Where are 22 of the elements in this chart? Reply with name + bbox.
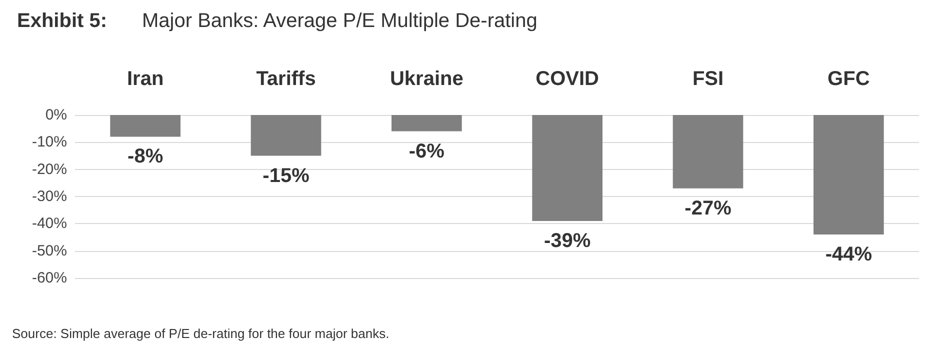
data-label: -15% — [262, 164, 310, 187]
data-label: -39% — [544, 230, 591, 252]
source-note: Source: Simple average of P/E de-rating for the four major banks. — [12, 326, 390, 341]
data-label: -6% — [408, 140, 445, 162]
y-tick-label: -30% — [32, 188, 67, 205]
data-label: -8% — [128, 146, 164, 168]
x-tick-label: Ukraine — [390, 68, 464, 90]
x-tick-label: GFC — [828, 68, 870, 90]
y-tick-label: -50% — [32, 242, 67, 260]
y-tick-label: 0% — [45, 106, 67, 124]
y-tick-label: -60% — [32, 270, 67, 286]
x-tick-label: Tariffs — [256, 68, 316, 90]
x-tick-label: COVID — [536, 68, 600, 90]
y-tick-label: -40% — [32, 215, 67, 232]
data-label: -44% — [825, 244, 872, 266]
data-label: -27% — [684, 197, 732, 220]
y-tick-label: -20% — [32, 160, 67, 178]
x-tick-label: Iran — [126, 68, 164, 90]
x-tick-label: FSI — [692, 68, 724, 90]
chart-title: Exhibit 5: — [17, 10, 108, 32]
y-tick-label: -10% — [32, 134, 67, 151]
chart-subtitle: Major Banks: Average P/E Multiple De-rating — [142, 10, 538, 32]
